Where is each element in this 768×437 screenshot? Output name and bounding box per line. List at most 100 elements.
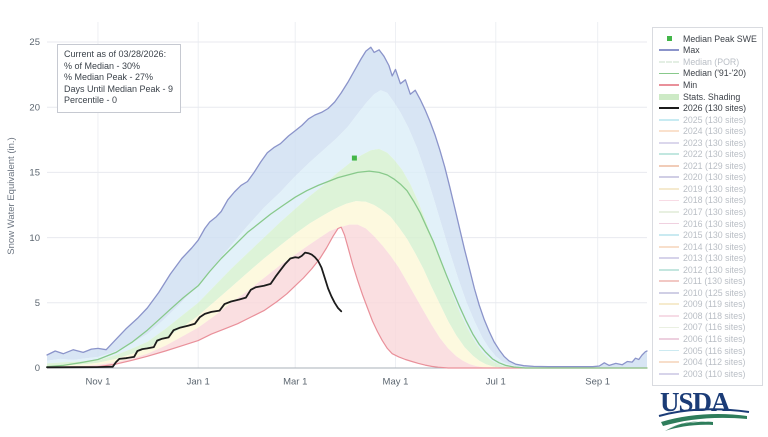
- y-axis-title: Snow Water Equivalent (in.): [6, 137, 17, 254]
- legend-label: 2014 (130 sites): [683, 241, 747, 252]
- legend-label: 2026 (130 sites): [683, 103, 747, 114]
- legend-item-2013-130-sites[interactable]: 2013 (130 sites): [659, 252, 758, 264]
- x-tick-label: Nov 1: [86, 377, 111, 388]
- legend-label: 2017 (130 sites): [683, 206, 747, 217]
- legend-label: 2025 (130 sites): [683, 114, 747, 125]
- legend-label: 2018 (130 sites): [683, 195, 747, 206]
- line-swatch-icon: [659, 245, 679, 248]
- legend-item-median-91-20[interactable]: Median ('91-'20): [659, 68, 758, 80]
- median-line: [46, 170, 648, 369]
- legend-label: 2011 (130 sites): [683, 276, 746, 287]
- x-tick-label: May 1: [383, 377, 409, 388]
- chart-legend: Median Peak SWE Max Median (POR) Median ('9…: [652, 27, 763, 386]
- legend-item-2016-130-sites[interactable]: 2016 (130 sites): [659, 218, 758, 230]
- status-line-pct-peak: % Median Peak - 27%: [64, 72, 154, 83]
- legend-item-2010-125-sites[interactable]: 2010 (125 sites): [659, 287, 758, 299]
- x-tick-label: Jul 1: [486, 377, 506, 388]
- legend-label: 2003 (110 sites): [683, 368, 746, 379]
- legend-label: Min: [683, 79, 698, 90]
- square-swatch-icon: [659, 36, 679, 42]
- legend-item-2020-130-sites[interactable]: 2020 (130 sites): [659, 172, 758, 184]
- legend-label: 2024 (130 sites): [683, 126, 747, 137]
- patch-swatch-icon: [659, 93, 679, 100]
- line-swatch-icon: [659, 257, 679, 260]
- legend-label: 2004 (112 sites): [683, 357, 746, 368]
- line-swatch-icon: [659, 372, 679, 375]
- status-line-pct-median: % of Median - 30%: [64, 60, 141, 71]
- legend-item-2007-116-sites[interactable]: 2007 (116 sites): [659, 322, 758, 334]
- legend-item-2026-130-sites[interactable]: 2026 (130 sites): [659, 102, 758, 114]
- legend-item-2011-130-sites[interactable]: 2011 (130 sites): [659, 275, 758, 287]
- legend-label: 2022 (130 sites): [683, 149, 747, 160]
- legend-item-median-por[interactable]: Median (POR): [659, 56, 758, 68]
- line-swatch-icon: [659, 130, 679, 133]
- legend-label: Median (POR): [683, 56, 740, 67]
- status-line-asof: Current as of 03/28/2026:: [64, 49, 167, 59]
- status-line-percentile: Percentile - 0: [64, 95, 118, 106]
- x-tick-label: Sep 1: [585, 377, 610, 388]
- stats-shading-band-max-to-p90: [47, 47, 647, 368]
- stats-shading-band-p90-to-p70: [47, 90, 647, 368]
- y-tick-label: 10: [29, 233, 40, 244]
- legend-item-2025-130-sites[interactable]: 2025 (130 sites): [659, 114, 758, 126]
- legend-label: Median ('91-'20): [683, 68, 747, 79]
- legend-item-2012-130-sites[interactable]: 2012 (130 sites): [659, 264, 758, 276]
- legend-label: 2023 (130 sites): [683, 137, 747, 148]
- legend-item-2004-112-sites[interactable]: 2004 (112 sites): [659, 356, 758, 368]
- status-line-days-peak: Days Until Median Peak - 9: [64, 83, 174, 94]
- y-tick-label: 20: [29, 102, 40, 113]
- legend-item-min[interactable]: Min: [659, 79, 758, 91]
- line-swatch-icon: [659, 268, 679, 271]
- legend-label: 2021 (129 sites): [683, 160, 747, 171]
- legend-item-median-peak-swe[interactable]: Median Peak SWE: [659, 33, 758, 45]
- legend-item-2009-119-sites[interactable]: 2009 (119 sites): [659, 299, 758, 311]
- legend-label: 2008 (118 sites): [683, 310, 746, 321]
- line-swatch-icon: [659, 338, 679, 340]
- legend-item-2003-110-sites[interactable]: 2003 (110 sites): [659, 368, 758, 380]
- legend-label: 2006 (116 sites): [683, 333, 746, 344]
- max-line: [46, 46, 648, 368]
- line-swatch-icon: [659, 280, 679, 283]
- legend-item-2014-130-sites[interactable]: 2014 (130 sites): [659, 241, 758, 253]
- line-swatch-icon: [659, 222, 679, 225]
- legend-item-2005-116-sites[interactable]: 2005 (116 sites): [659, 345, 758, 357]
- line-swatch-icon: [659, 176, 679, 179]
- line-swatch-icon: [659, 49, 679, 52]
- legend-item-stats-shading[interactable]: Stats. Shading: [659, 91, 758, 103]
- median-peak-swe-marker: [351, 155, 357, 161]
- legend-item-2015-130-sites[interactable]: 2015 (130 sites): [659, 229, 758, 241]
- y-tick-label: 25: [29, 37, 40, 48]
- current-status-box: Current as of 03/28/2026: % of Median - …: [57, 44, 182, 113]
- legend-label: Max: [683, 45, 700, 56]
- legend-label: 2005 (116 sites): [683, 345, 746, 356]
- legend-item-2008-118-sites[interactable]: 2008 (118 sites): [659, 310, 758, 322]
- y-tick-label: 15: [29, 168, 40, 179]
- legend-item-2017-130-sites[interactable]: 2017 (130 sites): [659, 206, 758, 218]
- line-swatch-icon: [659, 211, 679, 213]
- line-swatch-icon: [659, 72, 679, 75]
- line-swatch-icon: [659, 153, 679, 156]
- legend-item-2006-116-sites[interactable]: 2006 (116 sites): [659, 333, 758, 345]
- min-line: [46, 226, 648, 369]
- legend-label: 2012 (130 sites): [683, 264, 747, 275]
- legend-item-2019-130-sites[interactable]: 2019 (130 sites): [659, 183, 758, 195]
- line-swatch-icon: [659, 234, 679, 236]
- legend-item-2021-129-sites[interactable]: 2021 (129 sites): [659, 160, 758, 172]
- line-swatch-icon: [659, 164, 679, 167]
- legend-item-max[interactable]: Max: [659, 45, 758, 57]
- legend-item-2024-130-sites[interactable]: 2024 (130 sites): [659, 125, 758, 137]
- line-swatch-icon: [659, 349, 679, 352]
- line-swatch-icon: [659, 303, 679, 306]
- legend-item-2018-130-sites[interactable]: 2018 (130 sites): [659, 195, 758, 207]
- line-swatch-icon: [659, 141, 679, 144]
- y-tick-label: 5: [35, 298, 40, 309]
- y-tick-label: 0: [35, 363, 40, 374]
- legend-label: 2020 (130 sites): [683, 172, 747, 183]
- legend-item-2023-130-sites[interactable]: 2023 (130 sites): [659, 137, 758, 149]
- legend-item-2022-130-sites[interactable]: 2022 (130 sites): [659, 148, 758, 160]
- line-swatch-icon: [659, 84, 679, 86]
- line-swatch-icon: [659, 187, 679, 190]
- legend-label: 2007 (116 sites): [683, 322, 746, 333]
